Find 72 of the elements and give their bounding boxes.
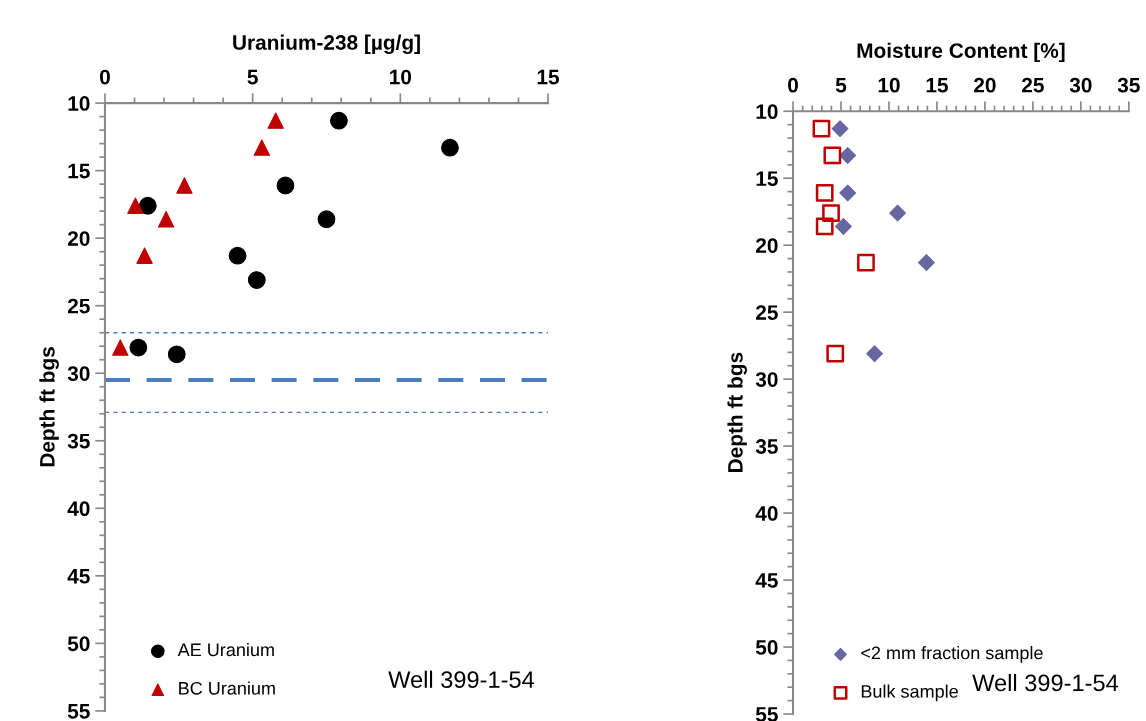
legend-label: BC Uranium	[179, 681, 275, 695]
y-tick-label: 45	[755, 573, 778, 588]
point	[317, 210, 336, 229]
y-axis-title: Depth ft bgs	[39, 347, 59, 467]
y-tick-label: 10	[68, 96, 90, 111]
y-tick-label: 30	[755, 372, 778, 387]
point	[276, 176, 295, 195]
annotation: Well 399-1-54	[972, 673, 1119, 692]
point	[839, 184, 857, 202]
x-tick-label: 0	[788, 77, 798, 93]
y-tick-label: 55	[67, 704, 90, 719]
point	[812, 119, 831, 138]
point	[815, 217, 834, 236]
y-tick-label: 25	[67, 298, 90, 314]
point	[857, 253, 875, 272]
point	[330, 111, 348, 130]
point	[138, 196, 157, 215]
point	[253, 139, 271, 156]
x-tick-label: 25	[1022, 77, 1044, 93]
y-axis-title: Depth ft bgs	[727, 352, 747, 472]
point	[136, 247, 153, 264]
x-tick-label: 5	[835, 78, 847, 93]
point	[127, 197, 144, 214]
y-tick-label: 25	[756, 305, 778, 320]
x-tick-label: 30	[1069, 77, 1092, 93]
point	[441, 138, 459, 157]
y-tick-label: 20	[756, 238, 778, 253]
point	[167, 345, 186, 364]
annotation: Well 399-1-54	[388, 670, 535, 689]
y-tick-label: 40	[755, 506, 778, 521]
y-tick-label: 15	[68, 163, 90, 179]
x-tick-label: 10	[390, 69, 412, 85]
point	[831, 120, 849, 138]
point	[129, 338, 148, 357]
point	[267, 112, 284, 129]
x-tick-label: 15	[537, 69, 560, 85]
point	[247, 271, 266, 289]
y-tick-label: 30	[67, 366, 90, 382]
point	[826, 344, 845, 363]
point	[822, 204, 840, 222]
point	[839, 147, 857, 164]
y-tick-label: 55	[755, 707, 778, 721]
point	[917, 254, 935, 272]
x-tick-label: 5	[247, 69, 258, 85]
y-tick-label: 35	[67, 433, 90, 449]
y-tick-label: 10	[756, 104, 778, 119]
x-tick-label: 35	[1117, 77, 1140, 93]
point	[815, 184, 834, 202]
point	[823, 146, 842, 165]
x-axis-title: Uranium-238 [µg/g]	[233, 34, 420, 55]
point	[112, 339, 129, 356]
y-tick-label: 15	[756, 171, 778, 186]
x-tick-label: 20	[974, 77, 996, 93]
point	[866, 345, 883, 363]
point	[834, 218, 852, 235]
x-tick-label: 15	[926, 78, 948, 93]
x-tick-label: 0	[100, 69, 110, 85]
y-tick-label: 20	[67, 231, 90, 246]
x-tick-label: 10	[878, 77, 900, 93]
legend-label: AE Uranium	[177, 642, 274, 657]
y-tick-label: 45	[67, 569, 90, 584]
y-tick-label: 35	[755, 439, 778, 454]
legend-label: Bulk sample	[861, 684, 958, 702]
y-tick-label: 50	[67, 636, 90, 652]
point	[889, 204, 907, 222]
y-tick-label: 50	[755, 640, 778, 655]
x-axis-title: Moisture Content [%]	[857, 42, 1065, 63]
point	[228, 246, 247, 265]
y-tick-label: 40	[67, 501, 90, 517]
point	[176, 177, 193, 194]
point	[157, 211, 175, 228]
legend-label: <2 mm fraction sample	[861, 646, 1043, 663]
